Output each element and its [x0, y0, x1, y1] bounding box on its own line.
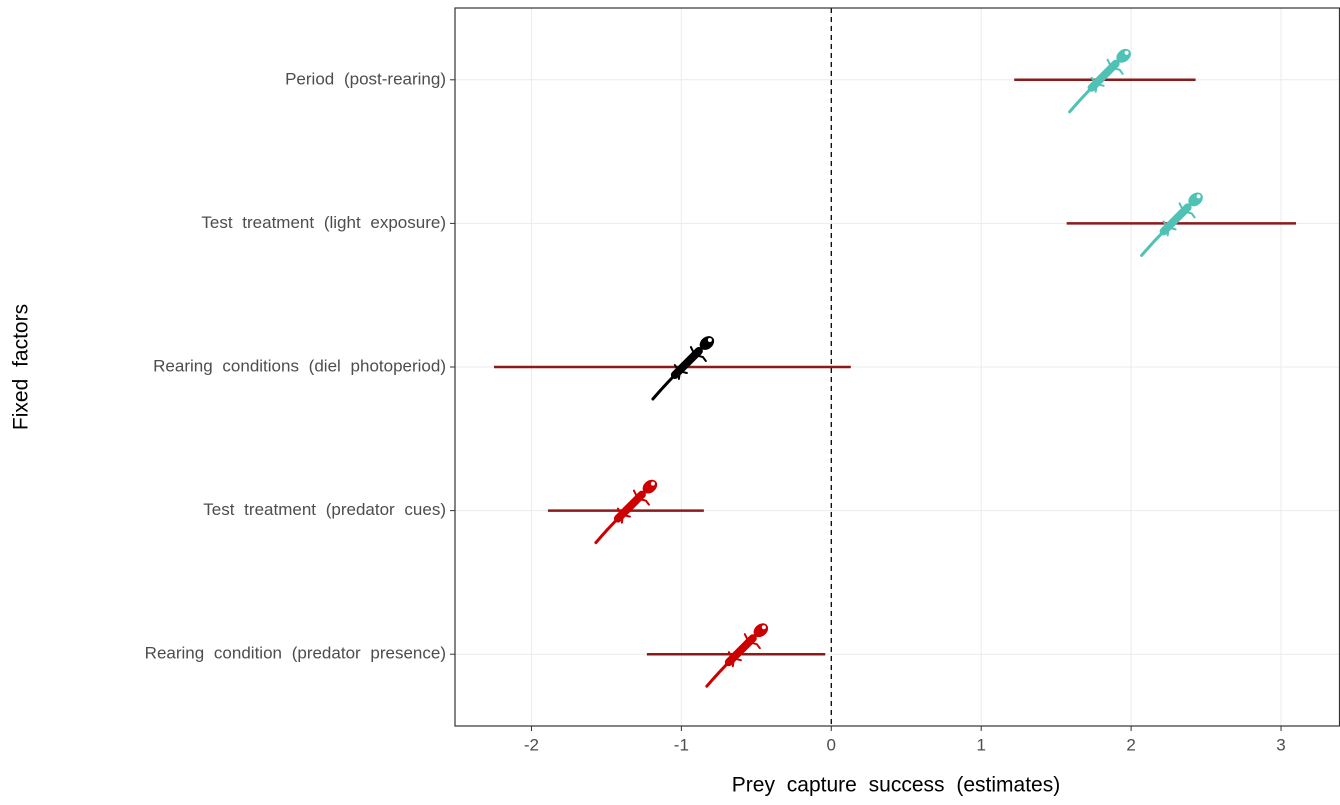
x-axis-title: Prey capture success (estimates) — [732, 774, 1060, 797]
y-tick-label: Rearing condition (predator presence) — [145, 644, 446, 663]
x-tick-label: 0 — [827, 735, 836, 754]
x-tick-label: -1 — [674, 735, 689, 754]
legs — [1090, 58, 1124, 93]
x-tick-label: 3 — [1276, 735, 1285, 754]
y-tick-label: Period (post-rearing) — [285, 69, 446, 88]
estimate-icon — [651, 336, 715, 401]
legs — [616, 489, 650, 524]
estimate-icon — [594, 479, 658, 545]
estimate-icon — [705, 623, 769, 688]
eye — [1196, 194, 1201, 199]
x-tick-label: 1 — [976, 735, 985, 754]
eye — [761, 625, 766, 630]
legs — [1162, 202, 1196, 237]
y-tick-label: Test treatment (light exposure) — [201, 213, 446, 232]
eye — [1124, 50, 1129, 55]
eye — [707, 338, 712, 342]
estimate-icon — [1068, 48, 1131, 114]
x-tick-label: -2 — [524, 735, 539, 754]
eye — [650, 481, 655, 486]
estimate-icon — [1140, 192, 1203, 257]
legs — [727, 633, 761, 668]
legs — [673, 346, 707, 380]
y-tick-label: Rearing conditions (diel photoperiod) — [153, 356, 446, 375]
y-tick-label: Test treatment (predator cues) — [203, 500, 446, 519]
x-tick-label: 2 — [1126, 735, 1135, 754]
y-axis-title: Fixed factors — [10, 304, 33, 430]
